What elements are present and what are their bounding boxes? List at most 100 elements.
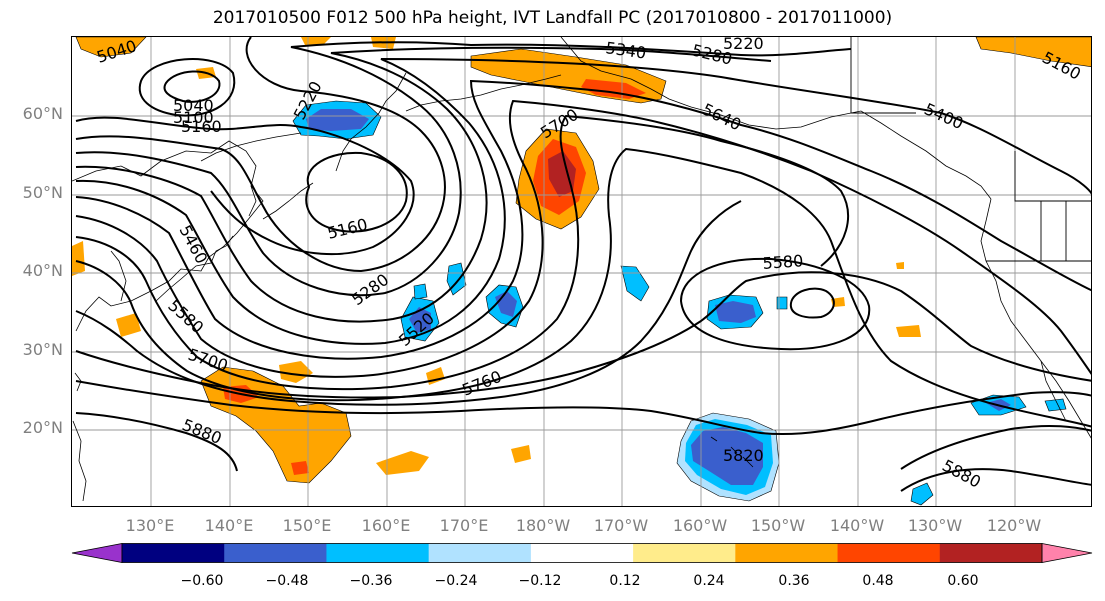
ivt-region-neg-midlat-5-core — [715, 301, 756, 323]
colorbar-tick-label: 0.60 — [947, 573, 979, 589]
contour-label: 5580 — [164, 296, 207, 337]
colorbar-cell — [428, 543, 532, 563]
lat-label-30n: 30°N — [22, 340, 63, 359]
map-canvas: 5040 5040 5100 5160 5220 5340 5280 5220 … — [72, 37, 1091, 506]
coast-philippines — [72, 420, 87, 502]
lon-label-130e: 130°E — [125, 516, 175, 535]
lon-label-170w: 170°W — [593, 516, 649, 535]
colorbar — [71, 543, 1093, 563]
colorbar-cell — [735, 543, 839, 563]
ivt-region-northwest — [75, 37, 147, 58]
colorbar-tick-label: −0.36 — [349, 573, 393, 589]
ivt-region-neg-midlat-2-core — [495, 291, 517, 317]
colorbar-tick-label: 0.48 — [862, 573, 894, 589]
lon-label-140w: 140°W — [829, 516, 885, 535]
contour-label: 5880 — [180, 415, 225, 448]
colorbar-tick-label: 0.12 — [609, 573, 641, 589]
ivt-region-east-small-1 — [896, 325, 921, 337]
colorbar-body-frame — [121, 543, 1043, 563]
contour-label: 5580 — [762, 251, 804, 273]
contour-5820 — [75, 380, 1091, 436]
coast-asia-east — [72, 140, 264, 332]
ivt-negative-regions — [292, 100, 1067, 506]
contour-5520 — [75, 99, 1091, 378]
lon-label-150e: 150°E — [282, 516, 332, 535]
coast-na-west — [980, 198, 1091, 439]
colorbar-cell — [326, 543, 430, 563]
contour-5460 — [75, 79, 1091, 360]
ivt-region-gulf-north-core — [581, 79, 646, 99]
colorbar-tick-label: −0.12 — [518, 573, 562, 589]
colorbar-tick-label: −0.60 — [180, 573, 224, 589]
contour-5880-west — [75, 412, 238, 472]
lon-label-120w: 120°W — [986, 516, 1042, 535]
coast-aleutians — [405, 74, 562, 112]
lon-label-140e: 140°E — [204, 516, 254, 535]
colorbar-tick-label: −0.48 — [265, 573, 309, 589]
contour-label: 5040 — [173, 96, 214, 115]
contour-label: 5700 — [186, 345, 231, 376]
lon-label-170e: 170°E — [439, 516, 489, 535]
ivt-region-neg-midlat-6 — [776, 296, 788, 310]
lon-label-150w: 150°W — [750, 516, 806, 535]
contour-label: 5280 — [348, 270, 392, 309]
colorbar-cell — [530, 543, 634, 563]
ivt-region-east-small-3 — [896, 262, 904, 269]
contour-5580-outer — [75, 114, 850, 391]
contour-label: 5160 — [181, 117, 222, 136]
contour-5340 — [75, 46, 772, 323]
ivt-region-neg-se-3 — [1044, 398, 1067, 412]
colorbar-tick-label: −0.24 — [434, 573, 478, 589]
coast-okhotsk — [200, 132, 302, 162]
ivt-region-west-sub-small-2 — [376, 451, 429, 475]
colorbar-cells — [71, 543, 1093, 563]
height-contours — [75, 37, 1091, 492]
contour-label: 5460 — [175, 222, 211, 267]
colorbar-cell — [224, 543, 327, 563]
contour-5580-closed — [679, 257, 871, 351]
ivt-region-central-pacific-core — [548, 151, 576, 197]
ivt-region-west-edge — [72, 241, 85, 276]
contour-label: 5640 — [699, 100, 744, 135]
contour-label: 5100 — [173, 108, 214, 127]
contour-5160-outer — [75, 116, 415, 256]
colorbar-tick-label: 0.24 — [693, 573, 725, 589]
ivt-region-neg-midlat-4 — [620, 265, 650, 302]
ivt-region-west-sub-small-4 — [426, 367, 445, 385]
lon-label-160w: 160°W — [672, 516, 728, 535]
contour-5280 — [75, 41, 852, 297]
contour-5580-small-closed — [789, 287, 835, 319]
map-title: 2017010500 F012 500 hPa height, IVT Land… — [212, 8, 893, 28]
ivt-region-west-japan — [116, 313, 141, 337]
contour-5160-closed — [305, 151, 408, 233]
lon-label-180w: 180°W — [515, 516, 571, 535]
colorbar-cell — [122, 543, 225, 563]
coast-alaska — [560, 37, 992, 200]
ivt-region-neg-se-2 — [910, 482, 934, 506]
lon-label-160e: 160°E — [361, 516, 411, 535]
colorbar-extend-min — [71, 543, 123, 563]
ivt-region-kamchatka-core — [306, 109, 369, 131]
contour-label: 5160 — [325, 215, 369, 243]
lat-label-50n: 50°N — [22, 183, 63, 202]
ivt-region-west-subtropics-core-2 — [291, 461, 309, 475]
contour-5880-east — [900, 424, 1091, 470]
ivt-region-west-sub-small — [279, 361, 313, 383]
ivt-region-neg-midlat-7 — [413, 283, 428, 300]
coast-kuril — [262, 182, 314, 220]
contour-5220 — [75, 37, 446, 273]
colorbar-cell — [633, 543, 736, 563]
ivt-region-west-sub-small-3 — [511, 445, 531, 463]
colorbar-tick-label: 0.36 — [778, 573, 810, 589]
colorbar-cell — [939, 543, 1043, 563]
colorbar-extend-max — [1041, 543, 1093, 563]
contour-label: 5220 — [723, 37, 764, 53]
coast-kamchatka — [335, 72, 407, 172]
lon-label-130w: 130°W — [907, 516, 963, 535]
coast-sakhalin — [248, 185, 257, 217]
political-borders — [850, 37, 1091, 262]
coast-korea — [110, 250, 127, 302]
contour-5040-closed — [163, 70, 221, 103]
colorbar-cell — [837, 543, 941, 563]
ivt-region-hawaii-core — [691, 427, 763, 485]
